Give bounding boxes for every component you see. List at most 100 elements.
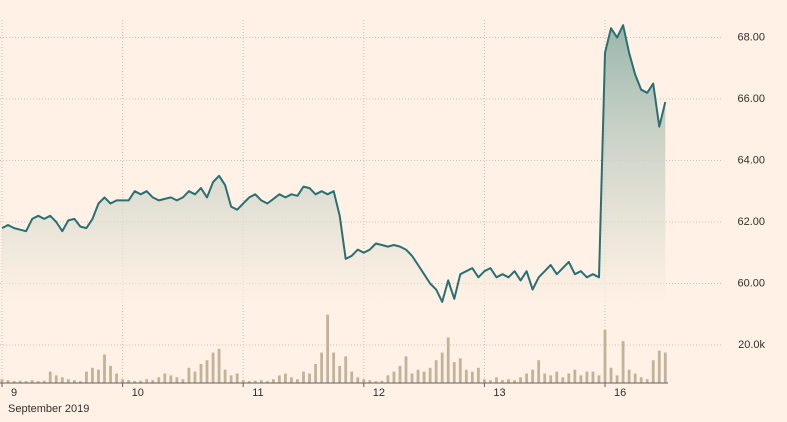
volume-bar [163, 373, 167, 383]
y-tick-label: 62.00 [737, 216, 765, 228]
volume-bar [555, 371, 559, 383]
price-area [2, 25, 666, 305]
volume-bar [205, 360, 209, 383]
volume-bar [639, 377, 643, 383]
volume-bar [290, 377, 293, 383]
volume-bar [12, 381, 16, 383]
volume-bar [332, 352, 336, 383]
volume-bar [615, 375, 619, 383]
volume-bar [91, 367, 94, 383]
volume-bar [663, 352, 667, 383]
volume-bar [507, 379, 510, 383]
volume-bar [127, 380, 131, 383]
volume-bar [60, 377, 64, 383]
volume-bar [495, 377, 498, 383]
volume-bar [416, 369, 420, 383]
volume-bar [561, 377, 565, 383]
volume-bar [97, 369, 100, 383]
volume-bar [199, 364, 203, 383]
volume-bar [24, 381, 28, 383]
x-tick-label: 13 [493, 387, 505, 399]
volume-bar [265, 381, 269, 383]
volume-bar [229, 375, 233, 383]
volume-bar [302, 371, 305, 383]
volume-bar [404, 356, 408, 383]
volume-bar [380, 380, 384, 383]
volume-bar [531, 369, 535, 383]
volume-bar [259, 380, 263, 383]
volume-bar [30, 380, 34, 383]
volume-bar [78, 381, 82, 383]
volume-bar [42, 380, 46, 383]
volume-bar [241, 380, 245, 383]
volume-bar [326, 314, 330, 383]
x-tick-label: 11 [252, 387, 263, 399]
volume-bar [0, 379, 4, 383]
volume-bar [645, 379, 649, 383]
volume-bar [133, 381, 137, 383]
volume-bar [277, 375, 281, 383]
volume-bar [537, 360, 541, 383]
volume-bar [175, 377, 179, 383]
volume-bar [428, 367, 432, 383]
volume-bar [18, 380, 22, 383]
volume-bar [392, 371, 396, 383]
volume-bar [109, 365, 112, 383]
volume-bar [464, 369, 468, 383]
volume-bar [446, 337, 450, 383]
volume-bar [368, 380, 372, 383]
volume-bar [422, 371, 426, 383]
volume-bar [609, 367, 613, 383]
volume-bar [458, 358, 462, 383]
volume-bar [139, 380, 143, 383]
volume-bar [519, 377, 522, 383]
volume-bar [320, 352, 323, 383]
x-tick-label: 12 [373, 387, 385, 399]
volume-bar [410, 373, 414, 383]
volume-bar [314, 364, 317, 383]
volume-bar [525, 373, 529, 383]
volume-bar [633, 373, 637, 383]
y-tick-label: 60.00 [737, 277, 765, 289]
volume-bar [651, 360, 655, 383]
volume-bar [72, 380, 76, 383]
x-tick-label: 9 [11, 387, 17, 399]
volume-bar [386, 375, 390, 383]
volume-bar [121, 379, 124, 383]
volume-bar [362, 379, 366, 383]
volume-bar [567, 373, 571, 383]
volume-bar [591, 371, 595, 383]
volume-bar [657, 350, 661, 383]
volume-bar [36, 381, 40, 383]
volume-bar [169, 375, 173, 383]
volume-bar [549, 375, 553, 383]
volume-bar [338, 365, 342, 383]
volume-bar [253, 380, 257, 383]
volume-bar [573, 369, 577, 383]
volume-bar [193, 371, 197, 383]
volume-bar [187, 367, 191, 383]
volume-bar [470, 371, 474, 383]
volume-bar [440, 352, 444, 383]
volume-bar [579, 375, 583, 383]
volume-bar [501, 380, 504, 383]
y-tick-label: 64.00 [737, 154, 765, 166]
volume-bar [66, 379, 70, 383]
x-axis-label: September 2019 [8, 403, 89, 415]
volume-bar [597, 375, 601, 383]
volume-bar [374, 381, 378, 383]
volume-bar [6, 380, 10, 383]
y-tick-label: 66.00 [737, 93, 765, 105]
volume-bar [543, 373, 547, 383]
volume-bar [350, 371, 354, 383]
volume-bar [476, 367, 480, 383]
volume-bar [308, 373, 311, 383]
volume-bar [211, 352, 215, 383]
x-tick-label: 10 [132, 387, 144, 399]
volume-bar [115, 373, 118, 383]
volume-bar [627, 369, 631, 383]
y-tick-label: 68.00 [737, 31, 765, 43]
y-tick-label: 20.0k [738, 339, 765, 351]
